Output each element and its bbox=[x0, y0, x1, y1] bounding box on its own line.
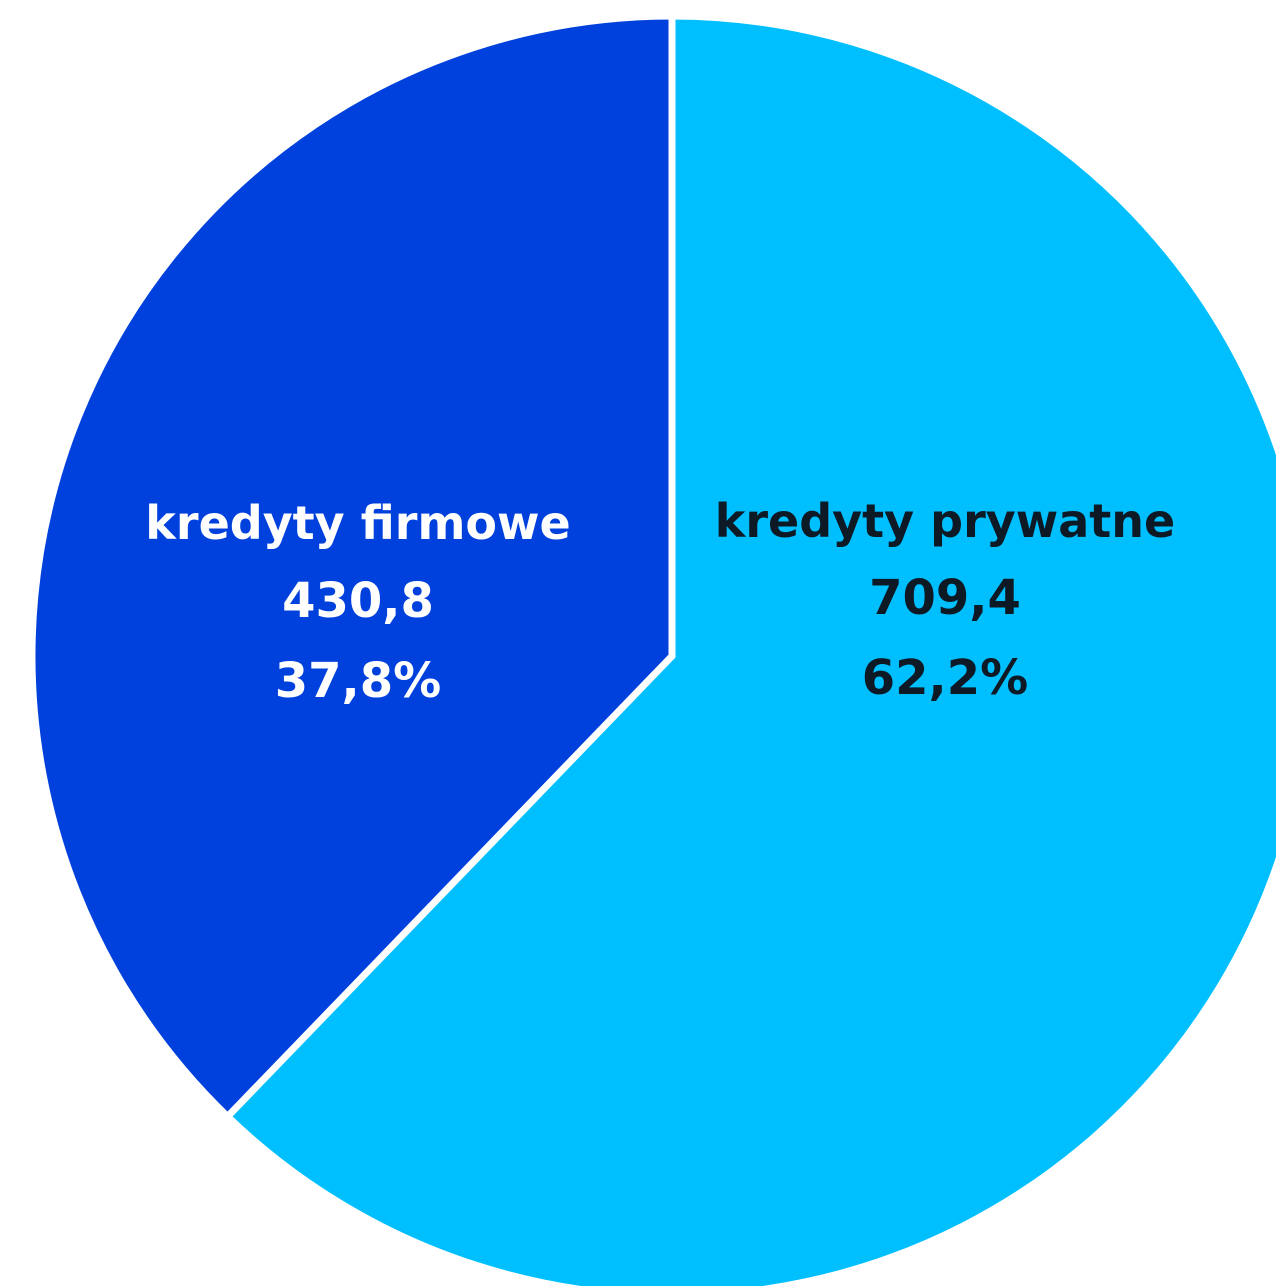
slice-label-kredyty-prywatne: kredyty prywatne bbox=[715, 494, 1175, 548]
slice-percent-kredyty-firmowe: 37,8% bbox=[275, 653, 442, 709]
slice-value-kredyty-prywatne: 709,4 bbox=[869, 570, 1021, 626]
slice-value-kredyty-firmowe: 430,8 bbox=[282, 573, 434, 629]
pie-labels: kredyty prywatne 709,4 62,2% kredyty fir… bbox=[145, 494, 1175, 709]
slice-label-kredyty-firmowe: kredyty firmowe bbox=[145, 496, 570, 550]
pie-slice-kredyty-firmowe bbox=[28, 12, 676, 1122]
pie-slice-kredyty-prywatne bbox=[222, 12, 1276, 1286]
slice-percent-kredyty-prywatne: 62,2% bbox=[862, 650, 1029, 706]
pie-slices bbox=[28, 12, 1276, 1286]
